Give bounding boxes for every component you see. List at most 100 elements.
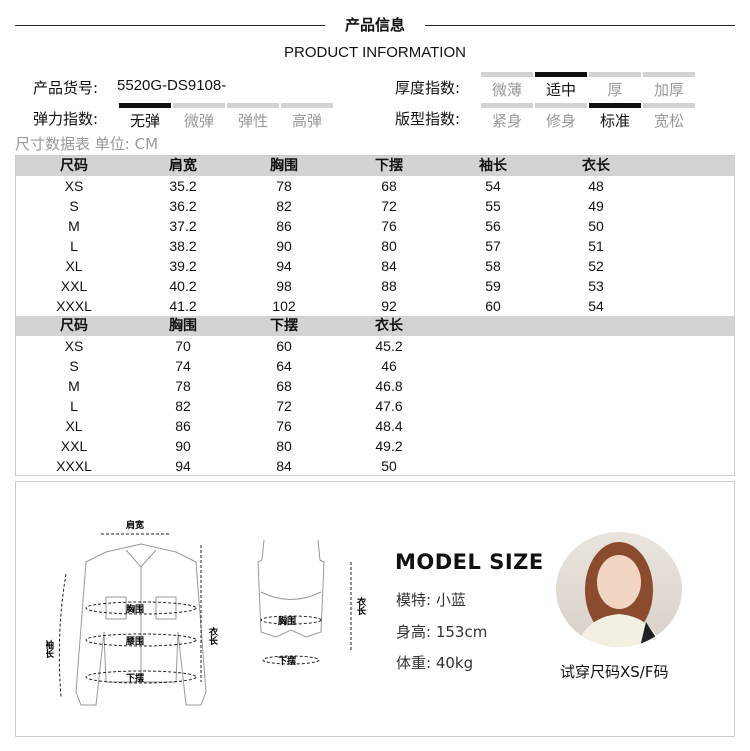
table-cell: 76 [381, 218, 397, 234]
table-cell: 53 [588, 278, 604, 294]
table-cell: 38.2 [169, 238, 197, 254]
table-row: L 82 72 47.6 [16, 396, 734, 416]
table-row: XL 86 76 48.4 [16, 416, 734, 436]
table-row: XS 35.2 78 68 54 48 [16, 176, 734, 196]
table-cell: 94 [276, 258, 292, 274]
size-diagram-panel: 肩宽 胸围 腰围 下摆 袖长 衣长 胸围 下摆 衣长 [15, 481, 735, 737]
table-cell: XL [65, 418, 83, 434]
table-row: XXL 90 80 49.2 [16, 436, 734, 456]
elasticity-option: 微弹 [173, 103, 225, 131]
fit-option-selected: 标准 [589, 103, 641, 131]
table-cell: 76 [276, 418, 292, 434]
table-cell: 84 [381, 258, 397, 274]
table-row: L 38.2 90 80 57 51 [16, 236, 734, 256]
table-cell: 59 [485, 278, 501, 294]
page-title: 产品信息 [344, 16, 405, 34]
table-cell: 58 [485, 258, 501, 274]
sleeve-label: 袖长 [46, 639, 55, 659]
thickness-option: 加厚 [643, 72, 695, 100]
fit-option: 宽松 [643, 103, 695, 131]
length-label-top: 衣长 [355, 596, 366, 616]
table-cell: 80 [381, 238, 397, 254]
table-cell: 40.2 [169, 278, 197, 294]
table-header: 尺码 肩宽 胸围 下摆 袖长 衣长 [16, 156, 734, 176]
table-cell: L [70, 398, 78, 414]
sku-value: 5520G-DS9108- [117, 77, 227, 94]
table-cell: 102 [272, 298, 296, 314]
table-cell: 49 [588, 198, 604, 214]
divider-left [15, 25, 325, 26]
garment-diagram: 肩宽 胸围 腰围 下摆 袖长 衣长 胸围 下摆 衣长 [46, 519, 366, 706]
table-cell: 52 [588, 258, 604, 274]
table-cell: 47.6 [375, 398, 403, 414]
table-row: S 74 64 46 [16, 356, 734, 376]
table-cell: 68 [276, 378, 292, 394]
table-row: M 78 68 46.8 [16, 376, 734, 396]
divider-right [425, 25, 735, 26]
table-cell: 98 [276, 278, 292, 294]
table-cell: S [69, 358, 79, 374]
elasticity-option: 弹性 [227, 103, 279, 131]
table-cell: 92 [381, 298, 397, 314]
table-cell: 41.2 [169, 298, 197, 314]
table-cell: 36.2 [169, 198, 197, 214]
table-cell: 51 [588, 238, 604, 254]
table-cell: XXXL [56, 458, 92, 474]
table-cell: M [68, 378, 80, 394]
table-row: XXXL 94 84 50 [16, 456, 734, 476]
chest-label: 胸围 [126, 603, 144, 615]
table-cell: 48 [588, 178, 604, 194]
size-table-caption: 尺寸数据表 单位: CM [15, 135, 159, 153]
table-cell: 78 [276, 178, 292, 194]
column-header: 胸围 [169, 318, 197, 334]
table-cell: 55 [485, 198, 501, 214]
elasticity-option-selected: 无弹 [119, 103, 171, 131]
size-table: 尺码 肩宽 胸围 下摆 袖长 衣长 XS 35.2 78 68 54 48 S 36.2 82 72 55 49 M… [15, 155, 735, 476]
table-cell: S [69, 198, 79, 214]
elasticity-label: 弹力指数: [33, 110, 99, 128]
table-cell: 57 [485, 238, 501, 254]
column-header: 胸围 [270, 158, 298, 174]
model-name: 模特: 小蓝 [396, 591, 466, 609]
column-header: 下摆 [270, 318, 298, 334]
length-label: 衣长 [207, 626, 218, 646]
column-header: 衣长 [375, 318, 403, 334]
table-cell: 56 [485, 218, 501, 234]
table-cell: 90 [276, 238, 292, 254]
thickness-option-selected: 适中 [535, 72, 587, 100]
table-cell: 39.2 [169, 258, 197, 274]
fit-option: 紧身 [481, 103, 533, 131]
table-cell: XS [64, 178, 84, 194]
elasticity-option: 高弹 [281, 103, 333, 131]
table-cell: 64 [276, 358, 292, 374]
model-weight: 体重: 40kg [396, 654, 474, 672]
waist-label: 腰围 [125, 636, 144, 647]
table-row: S 36.2 82 72 55 49 [16, 196, 734, 216]
table-cell: XS [64, 338, 84, 354]
table-cell: 68 [381, 178, 397, 194]
table-cell: XXXL [56, 298, 92, 314]
model-photo [556, 532, 682, 647]
table-cell: XL [65, 258, 83, 274]
table-cell: 37.2 [169, 218, 197, 234]
table-cell: 86 [175, 418, 191, 434]
table-header: 尺码 胸围 下摆 衣长 [16, 316, 734, 336]
table-cell: 86 [276, 218, 292, 234]
column-header: 尺码 [60, 318, 88, 334]
table-cell: 48.4 [375, 418, 403, 434]
table-cell: XXL [60, 278, 88, 294]
table-cell: 90 [175, 438, 191, 454]
fit-label: 版型指数: [395, 110, 461, 128]
column-header: 尺码 [60, 158, 88, 174]
table-cell: 88 [381, 278, 397, 294]
table-cell: 70 [175, 338, 191, 354]
table-cell: 72 [381, 198, 397, 214]
table-cell: 50 [588, 218, 604, 234]
column-header: 下摆 [375, 158, 403, 174]
table-cell: 74 [175, 358, 191, 374]
table-cell: XXL [60, 438, 88, 454]
sku-label: 产品货号: [33, 79, 99, 97]
table-row: XL 39.2 94 84 58 52 [16, 256, 734, 276]
table-cell: 45.2 [375, 338, 403, 354]
hem-label: 下摆 [126, 672, 144, 684]
